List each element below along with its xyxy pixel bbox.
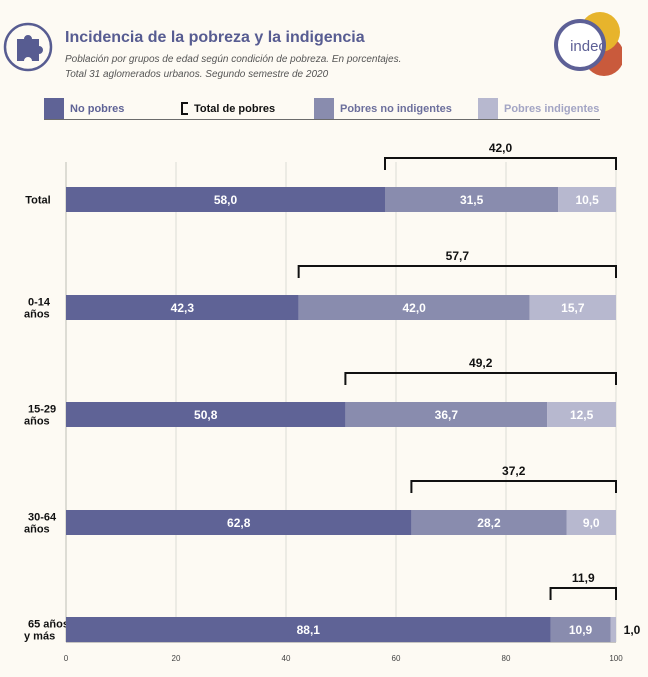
category-label: 65 años y más bbox=[24, 619, 69, 643]
data-label: 36,7 bbox=[435, 408, 459, 422]
data-label: 42,3 bbox=[171, 301, 195, 315]
total-pobres-bracket bbox=[385, 158, 616, 170]
data-label: 1,0 bbox=[624, 623, 641, 637]
data-label: 10,9 bbox=[569, 623, 593, 637]
category-label: 15-29 años bbox=[24, 404, 56, 428]
total-pobres-label: 37,2 bbox=[502, 464, 526, 478]
x-tick-label-40: 40 bbox=[282, 654, 291, 663]
x-tick-label-60: 60 bbox=[392, 654, 401, 663]
x-tick-label-100: 100 bbox=[609, 654, 623, 663]
total-pobres-bracket bbox=[551, 588, 616, 600]
total-pobres-bracket bbox=[299, 266, 616, 278]
x-tick-label-20: 20 bbox=[172, 654, 181, 663]
data-label: 58,0 bbox=[214, 193, 238, 207]
data-label: 12,5 bbox=[570, 408, 594, 422]
data-label: 42,0 bbox=[402, 301, 426, 315]
category-label: 0-14 años bbox=[24, 297, 51, 321]
data-label: 9,0 bbox=[583, 516, 600, 530]
total-pobres-bracket bbox=[411, 481, 616, 493]
data-label: 50,8 bbox=[194, 408, 218, 422]
x-tick-label-0: 0 bbox=[64, 654, 69, 663]
data-label: 88,1 bbox=[297, 623, 321, 637]
total-pobres-label: 42,0 bbox=[489, 141, 513, 155]
x-tick-label-80: 80 bbox=[502, 654, 511, 663]
category-label: Total bbox=[25, 195, 50, 207]
bar-segment bbox=[611, 617, 617, 642]
data-label: 31,5 bbox=[460, 193, 484, 207]
total-pobres-label: 57,7 bbox=[446, 249, 470, 263]
data-label: 15,7 bbox=[561, 301, 585, 315]
data-label: 62,8 bbox=[227, 516, 251, 530]
category-label: 30-64 años bbox=[24, 512, 57, 536]
data-label: 10,5 bbox=[575, 193, 599, 207]
total-pobres-label: 11,9 bbox=[572, 571, 595, 585]
total-pobres-bracket bbox=[345, 373, 616, 385]
data-label: 28,2 bbox=[477, 516, 501, 530]
stacked-bar-chart: 0 20 40 60 80 100 Total 58,0 31,5 10,5 42,0 0-14 año… bbox=[0, 0, 648, 677]
total-pobres-label: 49,2 bbox=[469, 356, 493, 370]
